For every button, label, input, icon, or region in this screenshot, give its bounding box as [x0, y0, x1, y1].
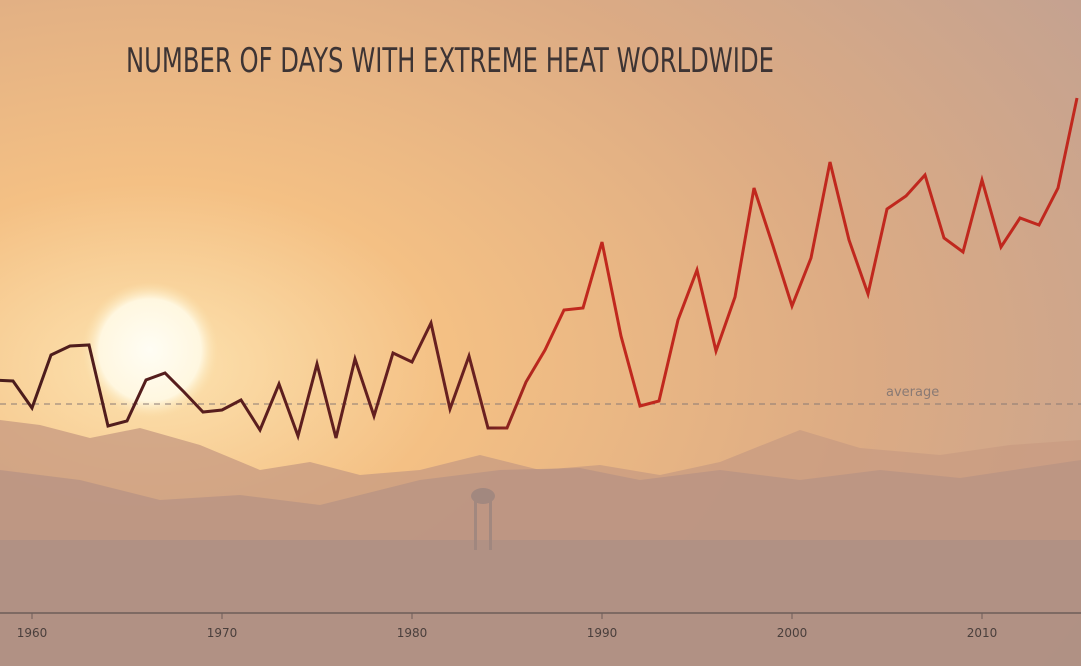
chart-title: NUMBER OF DAYS WITH EXTREME HEAT WORLDWI…	[126, 41, 774, 81]
x-tick-label: 1990	[587, 626, 618, 640]
x-tick-label: 1960	[17, 626, 48, 640]
x-tick-label: 2010	[967, 626, 998, 640]
haze	[0, 540, 1081, 666]
x-tick-label: 2000	[777, 626, 808, 640]
x-tick-label: 1980	[397, 626, 428, 640]
sun	[82, 282, 218, 418]
series-line	[0, 97, 1079, 442]
average-label: average	[886, 385, 939, 400]
x-tick-label: 1970	[207, 626, 238, 640]
water-tower	[471, 488, 495, 550]
